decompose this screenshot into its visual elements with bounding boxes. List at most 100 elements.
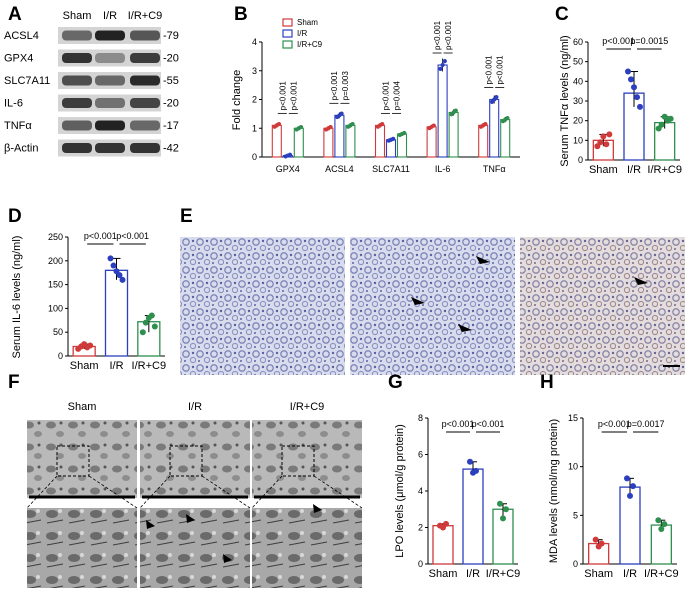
y-tick-label: 15: [568, 413, 578, 423]
panel-label-h: H: [540, 372, 554, 393]
blot-column-label: I/R+C9: [128, 10, 163, 22]
y-tick-label: 40: [573, 76, 583, 86]
zoom-box: [56, 445, 90, 477]
y-tick-label: 50: [53, 327, 63, 337]
y-axis-label: Fold change: [231, 70, 243, 131]
x-tick-label: ACSL4: [325, 164, 354, 174]
bar: [432, 525, 454, 565]
x-tick-label: TNFα: [483, 164, 506, 174]
data-point: [597, 139, 604, 146]
p-value-label: p<0.001: [84, 231, 117, 241]
blot-band: [130, 30, 160, 41]
data-point: [287, 152, 293, 157]
y-tick-label: 5: [573, 510, 578, 520]
bar: [345, 124, 356, 158]
y-tick-label: 100: [48, 303, 63, 313]
data-point: [505, 115, 510, 121]
blot-protein-label: ACSL4: [4, 30, 39, 42]
blot-protein-label: SLC7A11: [4, 75, 50, 87]
x-tick-label: SLC7A11: [372, 164, 410, 174]
data-point: [655, 517, 662, 524]
p-value-label: p<0.001: [289, 81, 298, 111]
data-point: [87, 342, 94, 349]
arrowhead-marker: [634, 277, 648, 285]
blot-band: [130, 75, 160, 86]
bar: [374, 124, 386, 158]
data-point: [628, 76, 634, 83]
data-point: [298, 124, 304, 130]
bar: [104, 269, 129, 357]
y-tick-label: 60: [573, 37, 583, 47]
blot-band: [130, 53, 160, 63]
bar: [500, 119, 511, 158]
blot-column-label: Sham: [63, 10, 92, 22]
panel-label-a: A: [8, 4, 22, 25]
data-point: [139, 329, 146, 336]
bar: [396, 133, 408, 158]
y-tick-label: 4: [252, 37, 257, 47]
data-point: [625, 68, 631, 75]
p-value-label: p<0.001: [444, 20, 453, 50]
y-tick-label: 4: [418, 486, 423, 496]
data-point: [442, 59, 447, 64]
arrowhead-marker: [223, 554, 232, 563]
data-point: [661, 521, 668, 528]
blot-kda-label: -20: [163, 53, 179, 65]
y-tick-label: 10: [573, 135, 583, 145]
blot-kda-label: -42: [163, 143, 179, 155]
histology-image: [520, 237, 685, 375]
zoom-connector: [26, 475, 58, 509]
blot-band: [95, 143, 125, 153]
data-point: [402, 130, 407, 136]
blot-band: [62, 120, 92, 131]
y-axis-label: LPO levels (μmol/g protein): [394, 424, 406, 558]
x-tick-label: I/R: [109, 360, 123, 372]
legend-label: I/R: [297, 29, 307, 38]
blot-band: [62, 75, 92, 86]
data-point: [391, 136, 396, 141]
p-value-label: p<0.001: [496, 55, 505, 85]
y-tick-label: 30: [573, 96, 583, 106]
tem-zoom-image: [27, 508, 137, 588]
p-value-label: p=0.0017: [627, 419, 665, 429]
chart-d-il6: 0 50 100 150 200 250 Serum IL-6 levels (ng/ml)…: [11, 231, 166, 372]
p-value-label: p<0.001: [485, 55, 494, 85]
x-tick-label: I/R+C9: [647, 164, 682, 176]
legend-swatch: [282, 40, 293, 49]
data-point: [634, 94, 640, 101]
p-value-label: p<0.001: [278, 81, 287, 111]
arrowhead-marker: [476, 256, 490, 264]
y-tick-label: 0: [418, 559, 423, 569]
data-point: [350, 121, 355, 127]
p-value-label: p<0.001: [330, 71, 339, 101]
zoom-box: [281, 445, 315, 477]
y-tick-label: 10: [568, 462, 578, 472]
data-point: [142, 319, 149, 326]
bar: [462, 468, 484, 565]
data-point: [440, 62, 445, 68]
bar: [489, 98, 500, 158]
data-point: [453, 108, 458, 113]
tem-label: Sham: [68, 401, 97, 413]
panel-label-d: D: [8, 206, 22, 227]
blot-kda-label: -79: [163, 30, 179, 42]
data-point: [119, 276, 126, 283]
blot-band: [130, 120, 160, 131]
p-value-label: p<0.001: [598, 419, 631, 429]
y-tick-label: 0: [573, 559, 578, 569]
blot-protein-label: GPX4: [4, 53, 33, 65]
blot-band: [62, 30, 92, 41]
bar: [271, 124, 282, 158]
y-tick-label: 0: [252, 152, 257, 162]
y-tick-label: 20: [573, 116, 583, 126]
data-point: [380, 121, 385, 127]
panel-label-e: E: [180, 206, 193, 227]
bar: [437, 64, 448, 158]
bar: [293, 127, 304, 158]
y-tick-label: 50: [573, 57, 583, 67]
zoom-box: [169, 445, 203, 477]
blot-band: [95, 53, 125, 63]
data-point: [600, 133, 607, 140]
y-axis-label: MDA levels (nmol/mg protein): [548, 419, 560, 563]
y-tick-label: 2: [252, 95, 257, 105]
